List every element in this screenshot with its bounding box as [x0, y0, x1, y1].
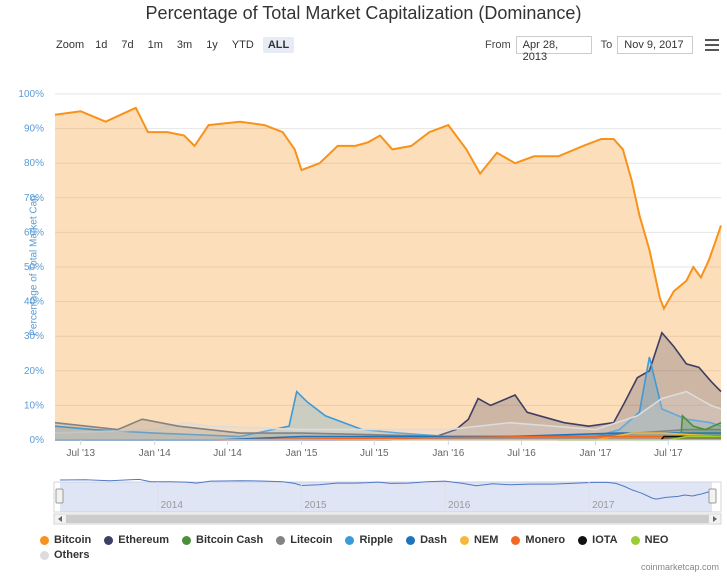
x-tick-label: Jan '17: [580, 448, 612, 459]
legend-item-dash[interactable]: Dash: [406, 534, 447, 546]
chart-title: Percentage of Total Market Capitalizatio…: [145, 3, 582, 23]
y-tick-label: 80%: [24, 158, 44, 169]
series-area-ethereum: [55, 332, 721, 440]
x-tick-label: Jul '15: [360, 448, 389, 459]
legend-dot: [345, 535, 355, 545]
navigator-handle-right[interactable]: [708, 488, 717, 504]
x-tick-label: Jan '16: [432, 448, 464, 459]
y-tick-label: 30%: [24, 331, 44, 342]
legend-item-bitcoin-cash[interactable]: Bitcoin Cash: [182, 534, 263, 546]
zoom-1d-button[interactable]: 1d: [95, 39, 108, 51]
legend-label: NEM: [473, 534, 499, 546]
x-tick-label: Jan '15: [286, 448, 318, 459]
navigator-handle-left[interactable]: [55, 488, 64, 504]
x-tick-label: Jul '13: [66, 448, 95, 459]
legend-item-ethereum[interactable]: Ethereum: [104, 534, 169, 546]
legend-label: NEO: [644, 534, 669, 546]
zoom-all-button[interactable]: ALL: [262, 37, 295, 53]
legend-label: Ethereum: [118, 534, 170, 546]
legend-label: Dash: [420, 534, 447, 546]
menu-icon[interactable]: [705, 39, 719, 51]
zoom-label: Zoom: [56, 39, 85, 51]
navigator-line: [59, 478, 713, 500]
legend-label: Bitcoin: [54, 534, 92, 546]
scroll-left-arrow-icon: [58, 516, 62, 522]
series-area-bitcoin: [55, 107, 721, 441]
legend-item-bitcoin[interactable]: Bitcoin: [40, 534, 91, 546]
y-tick-label: 10%: [24, 400, 44, 411]
zoom-bar: Zoom 1d 7d 1m 3m 1y YTD ALL: [56, 36, 298, 54]
to-date-input[interactable]: Nov 9, 2017: [617, 36, 694, 54]
y-tick-label: 0%: [30, 435, 45, 446]
date-range: From Apr 28, 2013 To Nov 9, 2017: [485, 36, 694, 63]
to-label: To: [600, 39, 613, 51]
x-tick-label: Jul '16: [507, 448, 536, 459]
legend-dot: [630, 535, 640, 545]
legend-dot: [578, 535, 588, 545]
zoom-3m-button[interactable]: 3m: [176, 39, 193, 51]
credit-link[interactable]: coinmarketcap.com: [640, 562, 719, 572]
zoom-ytd-button[interactable]: YTD: [231, 39, 254, 51]
legend-item-litecoin[interactable]: Litecoin: [276, 534, 332, 546]
series-area-bitcoin-cash: [680, 415, 721, 440]
series-line-litecoin: [54, 418, 721, 438]
from-date-input[interactable]: Apr 28, 2013: [515, 36, 592, 63]
from-label: From: [485, 39, 511, 51]
legend-label: Others: [54, 549, 90, 561]
y-tick-label: 40%: [24, 297, 44, 308]
series-area-litecoin: [55, 419, 721, 440]
series-area-others: [55, 391, 721, 440]
legend: Bitcoin Ethereum Bitcoin Cash Litecoin Rippl…: [40, 534, 720, 564]
legend-dot: [104, 535, 114, 545]
x-tick-label: Jan '14: [139, 448, 171, 459]
y-tick-label: 90%: [24, 124, 44, 135]
navigator-tick-label: 2015: [304, 500, 327, 511]
legend-dot: [459, 535, 469, 545]
series-line-bitcoin: [54, 106, 722, 311]
legend-label: Ripple: [359, 534, 394, 546]
series-line-bitcoin-cash: [680, 414, 722, 441]
y-tick-label: 50%: [24, 262, 44, 273]
legend-dot: [40, 535, 49, 545]
legend-item-others[interactable]: Others: [40, 549, 89, 561]
x-tick-label: Jul '17: [654, 448, 683, 459]
series-line-ethereum: [55, 331, 722, 441]
legend-label: IOTA: [592, 534, 618, 546]
legend-dot: [40, 550, 49, 560]
legend-dot: [511, 535, 521, 545]
legend-label: Litecoin: [290, 534, 333, 546]
series-line-others: [54, 390, 722, 434]
y-tick-label: 20%: [24, 366, 44, 377]
navigator-mask: [60, 482, 712, 512]
navigator-tick-label: 2014: [161, 500, 184, 511]
series-area-neo: [558, 436, 721, 440]
legend-item-iota[interactable]: IOTA: [578, 534, 618, 546]
legend-label: Bitcoin Cash: [196, 534, 264, 546]
zoom-7d-button[interactable]: 7d: [121, 39, 134, 51]
navigator-tick-label: 2017: [592, 500, 615, 511]
scroll-right-arrow-icon: [713, 516, 717, 522]
chart-svg: 0% 10% 20% 30% 40% 50% 60% 70% 80% 90% 100% Jul '13…: [18, 89, 722, 525]
legend-dot: [182, 535, 192, 545]
legend-item-neo[interactable]: NEO: [630, 534, 669, 546]
y-tick-label: 60%: [24, 227, 44, 238]
x-tick-label: Jul '14: [213, 448, 242, 459]
y-tick-label: 100%: [18, 89, 44, 100]
zoom-1m-button[interactable]: 1m: [147, 39, 163, 51]
legend-item-ripple[interactable]: Ripple: [345, 534, 393, 546]
legend-label: Monero: [525, 534, 566, 546]
navigator-tick-label: 2016: [448, 500, 471, 511]
y-tick-label: 70%: [24, 193, 44, 204]
legend-item-nem[interactable]: NEM: [459, 534, 499, 546]
legend-dot: [406, 535, 416, 545]
legend-dot: [276, 535, 286, 545]
legend-item-monero[interactable]: Monero: [511, 534, 565, 546]
zoom-1y-button[interactable]: 1y: [206, 39, 218, 51]
scrollbar-thumb[interactable]: [66, 515, 709, 523]
